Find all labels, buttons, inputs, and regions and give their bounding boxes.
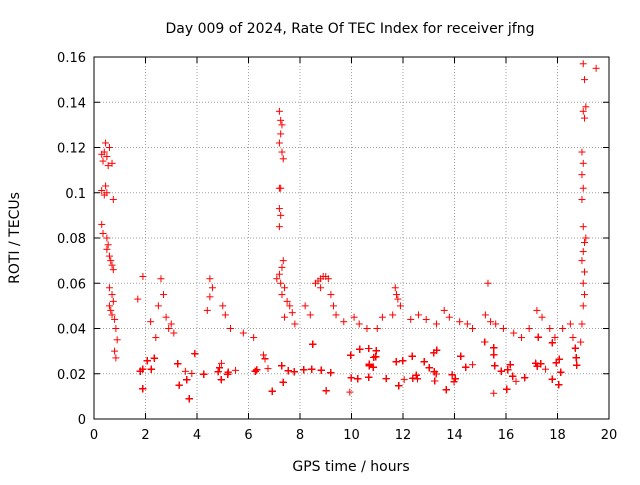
chart-background	[0, 0, 640, 480]
